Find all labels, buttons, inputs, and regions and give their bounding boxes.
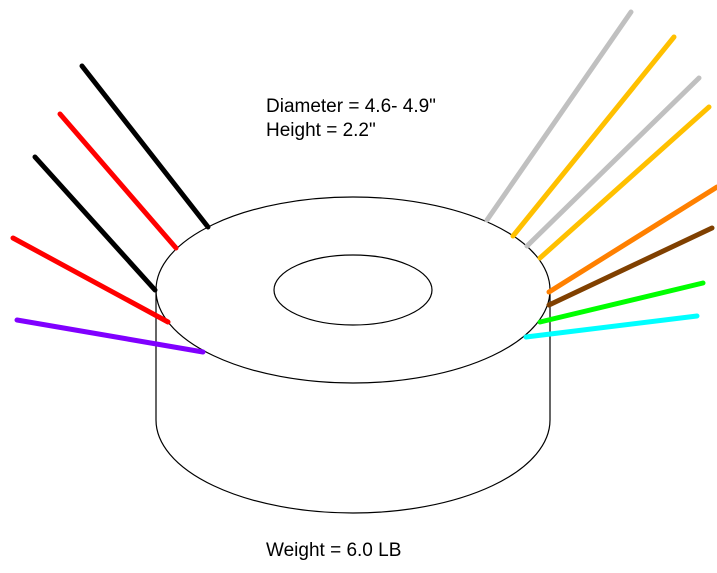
right-lead-wire-8 [523,313,700,340]
right-lead-wire-3 [524,75,702,249]
height-label: Height = 2.2" [266,120,376,141]
right-lead-wire-7 [537,280,706,325]
left-lead-wires [10,63,211,355]
left-lead-wire-3 [32,154,158,293]
right-lead-wire-5 [546,184,717,295]
diameter-label: Diameter = 4.6- 4.9" [266,96,436,117]
left-lead-wire-5 [14,317,206,355]
left-lead-wire-2 [57,111,179,251]
left-lead-wire-4 [10,235,171,325]
right-lead-wire-1 [484,9,634,223]
right-lead-wires [484,9,717,340]
transformer-center-hole [273,254,433,326]
left-lead-wire-1 [79,63,211,230]
right-lead-wire-6 [546,225,715,308]
right-lead-wire-4 [537,104,712,261]
right-lead-wire-2 [510,34,677,239]
transformer-top-face [155,196,551,384]
transformer-body [155,196,551,514]
weight-label: Weight = 6.0 LB [266,540,402,561]
transformer-bottom-outline [155,290,551,514]
